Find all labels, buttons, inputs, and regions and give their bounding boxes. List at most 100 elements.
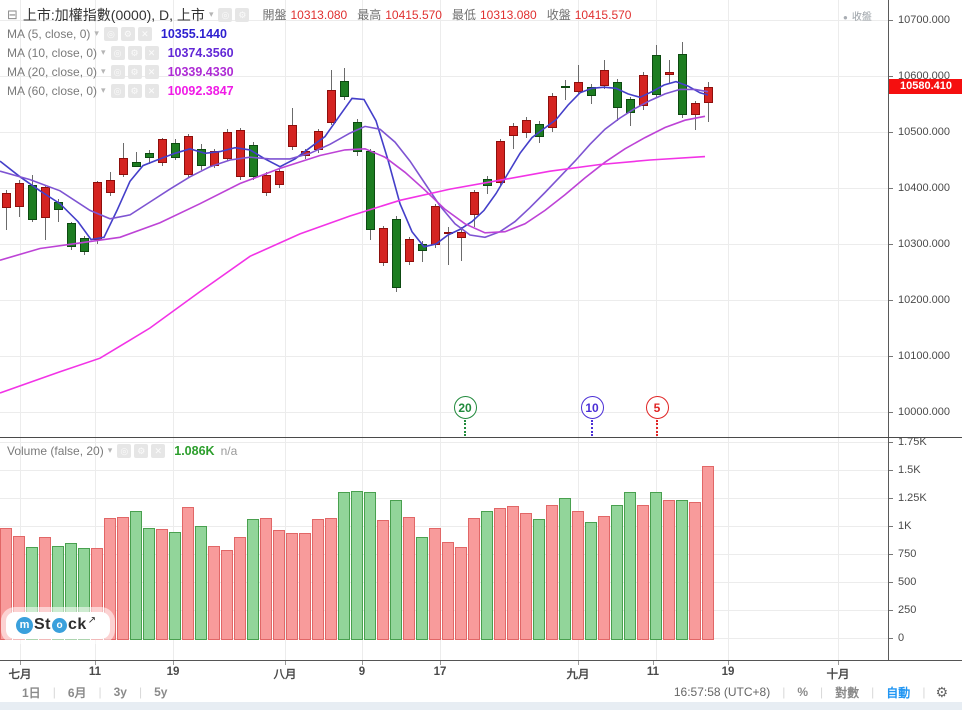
close-icon[interactable]: ✕ — [137, 26, 152, 41]
eye-icon[interactable]: ◎ — [103, 26, 118, 41]
time-axis-label: 九月 — [566, 669, 590, 681]
auto-scale-button[interactable]: 自動 — [886, 685, 911, 700]
vertical-gridline — [285, 0, 286, 660]
volume-legend-row: Volume (false, 20) ▾ ◎ ⚙ ✕ 1.086K n/a — [7, 441, 237, 460]
candle-body — [131, 162, 141, 168]
volume-label[interactable]: Volume (false, 20) — [7, 443, 104, 458]
volume-bar — [104, 518, 116, 640]
vertical-gridline — [440, 0, 441, 660]
bottom-strip — [0, 702, 962, 710]
settings-gear-icon[interactable]: ⚙ — [935, 683, 948, 700]
volume-tick-mark — [889, 470, 893, 471]
countdown-marker-tail — [591, 420, 593, 436]
ma20-label[interactable]: MA (20, close, 0) — [7, 64, 98, 79]
pane-divider[interactable] — [0, 437, 962, 438]
volume-tick-label: 0 — [898, 632, 905, 644]
chevron-down-icon[interactable]: ▾ — [101, 85, 106, 95]
gear-icon[interactable]: ⚙ — [127, 64, 142, 79]
ma5-legend-row: MA (5, close, 0) ▾ ◎ ⚙ ✕ 10355.1440 — [7, 24, 631, 43]
volume-bar — [390, 500, 402, 640]
volume-tick-mark — [889, 610, 893, 611]
close-icon[interactable]: ✕ — [151, 443, 166, 458]
countdown-marker-5: 5 — [645, 396, 669, 419]
candle-body — [14, 182, 24, 208]
volume-bar — [507, 505, 519, 640]
candle-body — [469, 191, 479, 215]
last-price-badge: 10580.410 — [889, 79, 962, 95]
chevron-down-icon[interactable]: ▾ — [208, 9, 214, 19]
chevron-down-icon[interactable]: ▾ — [107, 445, 113, 455]
eye-icon[interactable]: ◎ — [110, 64, 125, 79]
gear-icon[interactable]: ⚙ — [235, 7, 250, 22]
candle-body — [456, 232, 466, 238]
chart-canvas[interactable]: 20 10 5 — [0, 0, 888, 660]
candle-body — [1, 193, 11, 209]
eye-icon[interactable]: ◎ — [218, 7, 233, 22]
candle-wick — [5, 190, 7, 230]
eye-icon[interactable]: ◎ — [117, 443, 132, 458]
vertical-gridline — [578, 0, 579, 660]
close-icon[interactable]: ✕ — [144, 45, 159, 60]
separator: | — [820, 685, 824, 699]
volume-bar — [442, 541, 454, 640]
percent-scale-button[interactable]: % — [797, 685, 809, 699]
candle-wick — [460, 227, 462, 261]
range-button-1d[interactable]: 1日 — [22, 685, 41, 700]
logo-text-ck: ck — [68, 616, 87, 633]
eye-icon[interactable]: ◎ — [110, 45, 125, 60]
price-axis[interactable]: 10580.410 10700.000 10600.000 10500.000 104… — [888, 0, 962, 660]
symbol-title[interactable]: 上市:加權指數(0000), D, 上市 — [22, 6, 205, 23]
high-value: 10415.570 — [385, 7, 442, 22]
collapse-icon[interactable]: ⊟ — [7, 6, 18, 22]
gear-icon[interactable]: ⚙ — [127, 83, 142, 98]
countdown-marker-20: 20 — [453, 396, 477, 419]
close-label: 收盤 — [546, 8, 571, 22]
candle-body — [274, 171, 284, 186]
chevron-down-icon[interactable]: ▾ — [94, 28, 99, 38]
volume-bar — [208, 546, 220, 640]
vertical-gridline — [20, 0, 21, 660]
time-axis-tick — [95, 661, 96, 665]
gear-icon[interactable]: ⚙ — [134, 443, 149, 458]
candle-body — [287, 124, 297, 148]
volume-bar — [702, 465, 714, 640]
close-icon[interactable]: ✕ — [144, 83, 159, 98]
ma10-value: 10374.3560 — [167, 45, 234, 60]
range-button-5y[interactable]: 5y — [154, 685, 168, 699]
ma10-label[interactable]: MA (10, close, 0) — [7, 45, 98, 60]
price-tick-mark — [889, 76, 893, 77]
volume-tick-label: 250 — [898, 604, 917, 616]
volume-bar — [169, 531, 181, 640]
log-scale-button[interactable]: 對數 — [835, 685, 860, 700]
close-series-label: 收盤 — [851, 12, 872, 23]
price-tick-label: 10500.000 — [898, 126, 950, 138]
range-button-3y[interactable]: 3y — [113, 685, 127, 699]
time-axis-label: 八月 — [273, 669, 297, 681]
ma60-legend-row: MA (60, close, 0) ▾ ◎ ⚙ ✕ 10092.3847 — [7, 81, 631, 100]
volume-tick-mark — [889, 554, 893, 555]
volume-bar — [481, 511, 493, 640]
eye-icon[interactable]: ◎ — [110, 83, 125, 98]
price-tick-mark — [889, 356, 893, 357]
candle-wick — [512, 123, 514, 149]
vertical-gridline — [728, 0, 729, 660]
volume-tick-mark — [889, 442, 893, 443]
chevron-down-icon[interactable]: ▾ — [101, 47, 106, 57]
volume-bar — [273, 530, 285, 640]
ma60-label[interactable]: MA (60, close, 0) — [7, 83, 98, 98]
time-axis-tick — [362, 661, 363, 665]
candle-body — [404, 238, 414, 262]
volume-value: 1.086K — [174, 443, 215, 458]
close-icon[interactable]: ✕ — [144, 64, 159, 79]
volume-bar — [143, 528, 155, 640]
clock-timezone[interactable]: 16:57:58 (UTC+8) — [673, 685, 771, 699]
ma5-label[interactable]: MA (5, close, 0) — [7, 26, 91, 41]
range-button-6m[interactable]: 6月 — [67, 685, 87, 700]
chevron-down-icon[interactable]: ▾ — [101, 66, 106, 76]
time-axis-label: 七月 — [8, 669, 32, 681]
gear-icon[interactable]: ⚙ — [127, 45, 142, 60]
ma60-line — [0, 155, 706, 394]
gear-icon[interactable]: ⚙ — [120, 26, 135, 41]
time-axis[interactable]: 七月 11 19 八月 9 17 九月 11 19 十月 — [0, 660, 962, 682]
volume-bar — [468, 518, 480, 640]
